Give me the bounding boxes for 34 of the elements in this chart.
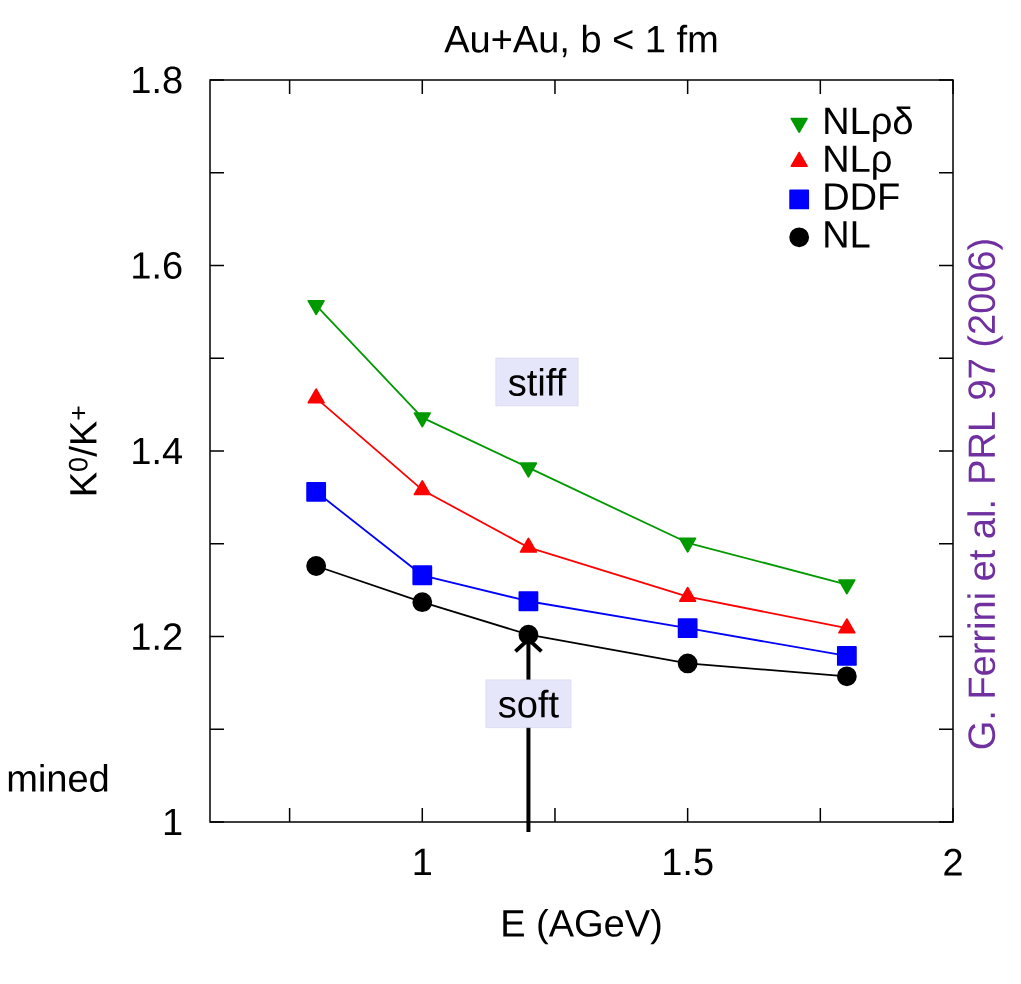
point [412, 592, 433, 613]
point [518, 624, 539, 645]
text: mined [8, 764, 108, 792]
point [677, 618, 698, 639]
annotation: soft [498, 689, 559, 718]
legend-label: DDF [825, 183, 899, 210]
point [838, 579, 856, 595]
y-tick-label: 1.8 [133, 66, 182, 94]
y-tick-label: 1.2 [133, 623, 182, 650]
annotation: stiff [508, 368, 567, 396]
point [836, 646, 857, 666]
point [519, 462, 538, 478]
y-tick-label: 1.6 [133, 252, 182, 279]
point [836, 666, 857, 687]
point [413, 412, 431, 428]
x-tick-label: 1 [414, 848, 431, 875]
legend-label: NLρ [825, 145, 891, 180]
point [307, 299, 325, 316]
point [306, 556, 327, 576]
y-tick-label: 1 [164, 808, 182, 836]
y-axis-title: K$^{0}$/K$^{+}$ [68, 406, 97, 495]
x-tick-label: 1.5 [664, 848, 713, 876]
point [306, 481, 327, 502]
point [518, 591, 539, 612]
x-axis-title: E (AGeV) [503, 908, 661, 945]
point [412, 565, 433, 586]
x-tick-label: 2 [944, 848, 962, 876]
point [677, 653, 698, 674]
point [678, 537, 697, 553]
chart-title: Au+Au, b < 1 fm [444, 24, 717, 58]
legend-label: NL [825, 221, 870, 248]
y-tick-label: 1.4 [133, 437, 183, 465]
text: G. Ferrini et al. PRL 97 (2006) [967, 240, 1003, 749]
legend-label: NLρδ [825, 106, 912, 142]
